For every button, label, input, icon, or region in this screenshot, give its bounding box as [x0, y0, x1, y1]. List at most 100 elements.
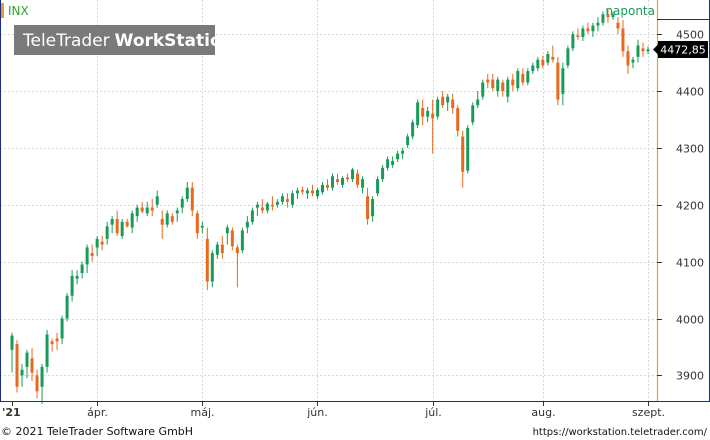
- y-tick-label: 4300: [676, 143, 704, 156]
- candle-body: [576, 35, 580, 37]
- candle-body: [320, 184, 324, 193]
- candle-body: [225, 227, 229, 234]
- candle-body: [145, 207, 149, 214]
- candle-body: [315, 189, 319, 197]
- candle-body: [50, 341, 54, 345]
- candle-body: [341, 178, 345, 185]
- candle-body: [240, 230, 244, 251]
- candle-body: [596, 22, 600, 26]
- candle-body: [100, 241, 104, 245]
- candle-body: [631, 59, 635, 63]
- y-tick-label: 4400: [676, 86, 704, 99]
- candle-body: [431, 113, 435, 119]
- y-axis-ticks: 3900 4000 4100 4200 4300 4400 4500: [657, 29, 704, 383]
- candle-body: [260, 207, 264, 211]
- candle-body: [476, 99, 480, 106]
- x-tick-label: ápr.: [87, 406, 108, 419]
- candle-body: [481, 82, 485, 97]
- candle-body: [15, 344, 19, 387]
- candle-body: [135, 207, 139, 217]
- candle-body: [130, 213, 134, 228]
- candle-body: [466, 127, 470, 171]
- last-price-label: 4472,85: [660, 43, 706, 56]
- candle-body: [165, 213, 169, 225]
- candle-body: [566, 48, 570, 66]
- candle-body: [536, 59, 540, 69]
- last-price-box: [658, 40, 708, 58]
- candle-body: [511, 79, 515, 86]
- candle-body: [486, 79, 490, 83]
- x-tick-label: máj.: [190, 406, 214, 419]
- candle-body: [35, 375, 39, 392]
- candle-body: [441, 96, 445, 106]
- candle-body: [230, 230, 234, 247]
- candle-body: [541, 59, 545, 66]
- candle-body: [416, 102, 420, 126]
- candle-body: [285, 199, 289, 202]
- candle-body: [275, 201, 279, 205]
- candle-body: [446, 96, 450, 103]
- candle-body: [621, 28, 625, 52]
- candle-body: [521, 73, 525, 83]
- candle-body: [300, 189, 304, 192]
- y-tick-label: 4200: [676, 200, 704, 213]
- candle-body: [471, 105, 475, 123]
- candle-body: [426, 110, 430, 117]
- candle-body: [381, 167, 385, 180]
- candle-body: [220, 244, 224, 254]
- candle-body: [265, 203, 269, 211]
- candle-body: [626, 51, 630, 66]
- footer-url: https://workstation.teletrader.com/: [533, 427, 708, 438]
- candle-body: [551, 56, 555, 60]
- candle-body: [120, 221, 124, 237]
- brand-logo: TeleTrader WorkStation: [22, 31, 234, 51]
- candle-body: [456, 108, 460, 131]
- price-axis-panel: [657, 0, 710, 402]
- candle-body: [581, 28, 585, 37]
- candle-body: [40, 366, 44, 387]
- candle-body: [140, 207, 144, 212]
- candle-body: [491, 79, 495, 89]
- x-tick-label: szept.: [632, 406, 665, 419]
- candle-body: [616, 22, 620, 29]
- candle-body: [531, 65, 535, 72]
- candle-body: [85, 247, 89, 265]
- candle-body: [516, 71, 520, 89]
- candle-body: [175, 210, 179, 214]
- candle-body: [611, 14, 615, 18]
- x-axis-ticks: '21 ápr. máj. jún. júl. aug. szept.: [2, 402, 665, 419]
- candle-body: [115, 218, 119, 234]
- x-tick-label: jún.: [306, 406, 328, 419]
- candle-body: [526, 71, 530, 83]
- candle-body: [386, 159, 390, 168]
- candle-body: [591, 25, 595, 32]
- candle-body: [10, 335, 14, 350]
- symbol-accent-bar: [1, 3, 4, 18]
- candle-body: [70, 275, 74, 296]
- candle-body: [546, 54, 550, 63]
- candle-body: [461, 136, 465, 172]
- y-tick-label: 4500: [676, 29, 704, 42]
- candle-body: [160, 218, 164, 225]
- y-tick-label: 4000: [676, 314, 704, 327]
- candle-body: [396, 153, 400, 160]
- candle-body: [30, 358, 34, 373]
- candle-body: [110, 218, 114, 225]
- candle-body: [406, 136, 410, 146]
- candle-body: [366, 196, 370, 219]
- candle-body: [290, 193, 294, 205]
- brand-banner: [14, 25, 215, 55]
- candle-body: [606, 14, 610, 18]
- x-tick-label: aug.: [531, 406, 555, 419]
- candle-body: [185, 187, 189, 200]
- x-tick-label: júl.: [424, 406, 442, 419]
- candle-body: [95, 238, 99, 248]
- candle-body: [336, 179, 340, 183]
- candle-body: [75, 275, 79, 279]
- candle-body: [556, 62, 560, 100]
- candle-body: [255, 204, 259, 208]
- candle-body: [376, 179, 380, 194]
- candle-body: [90, 253, 94, 256]
